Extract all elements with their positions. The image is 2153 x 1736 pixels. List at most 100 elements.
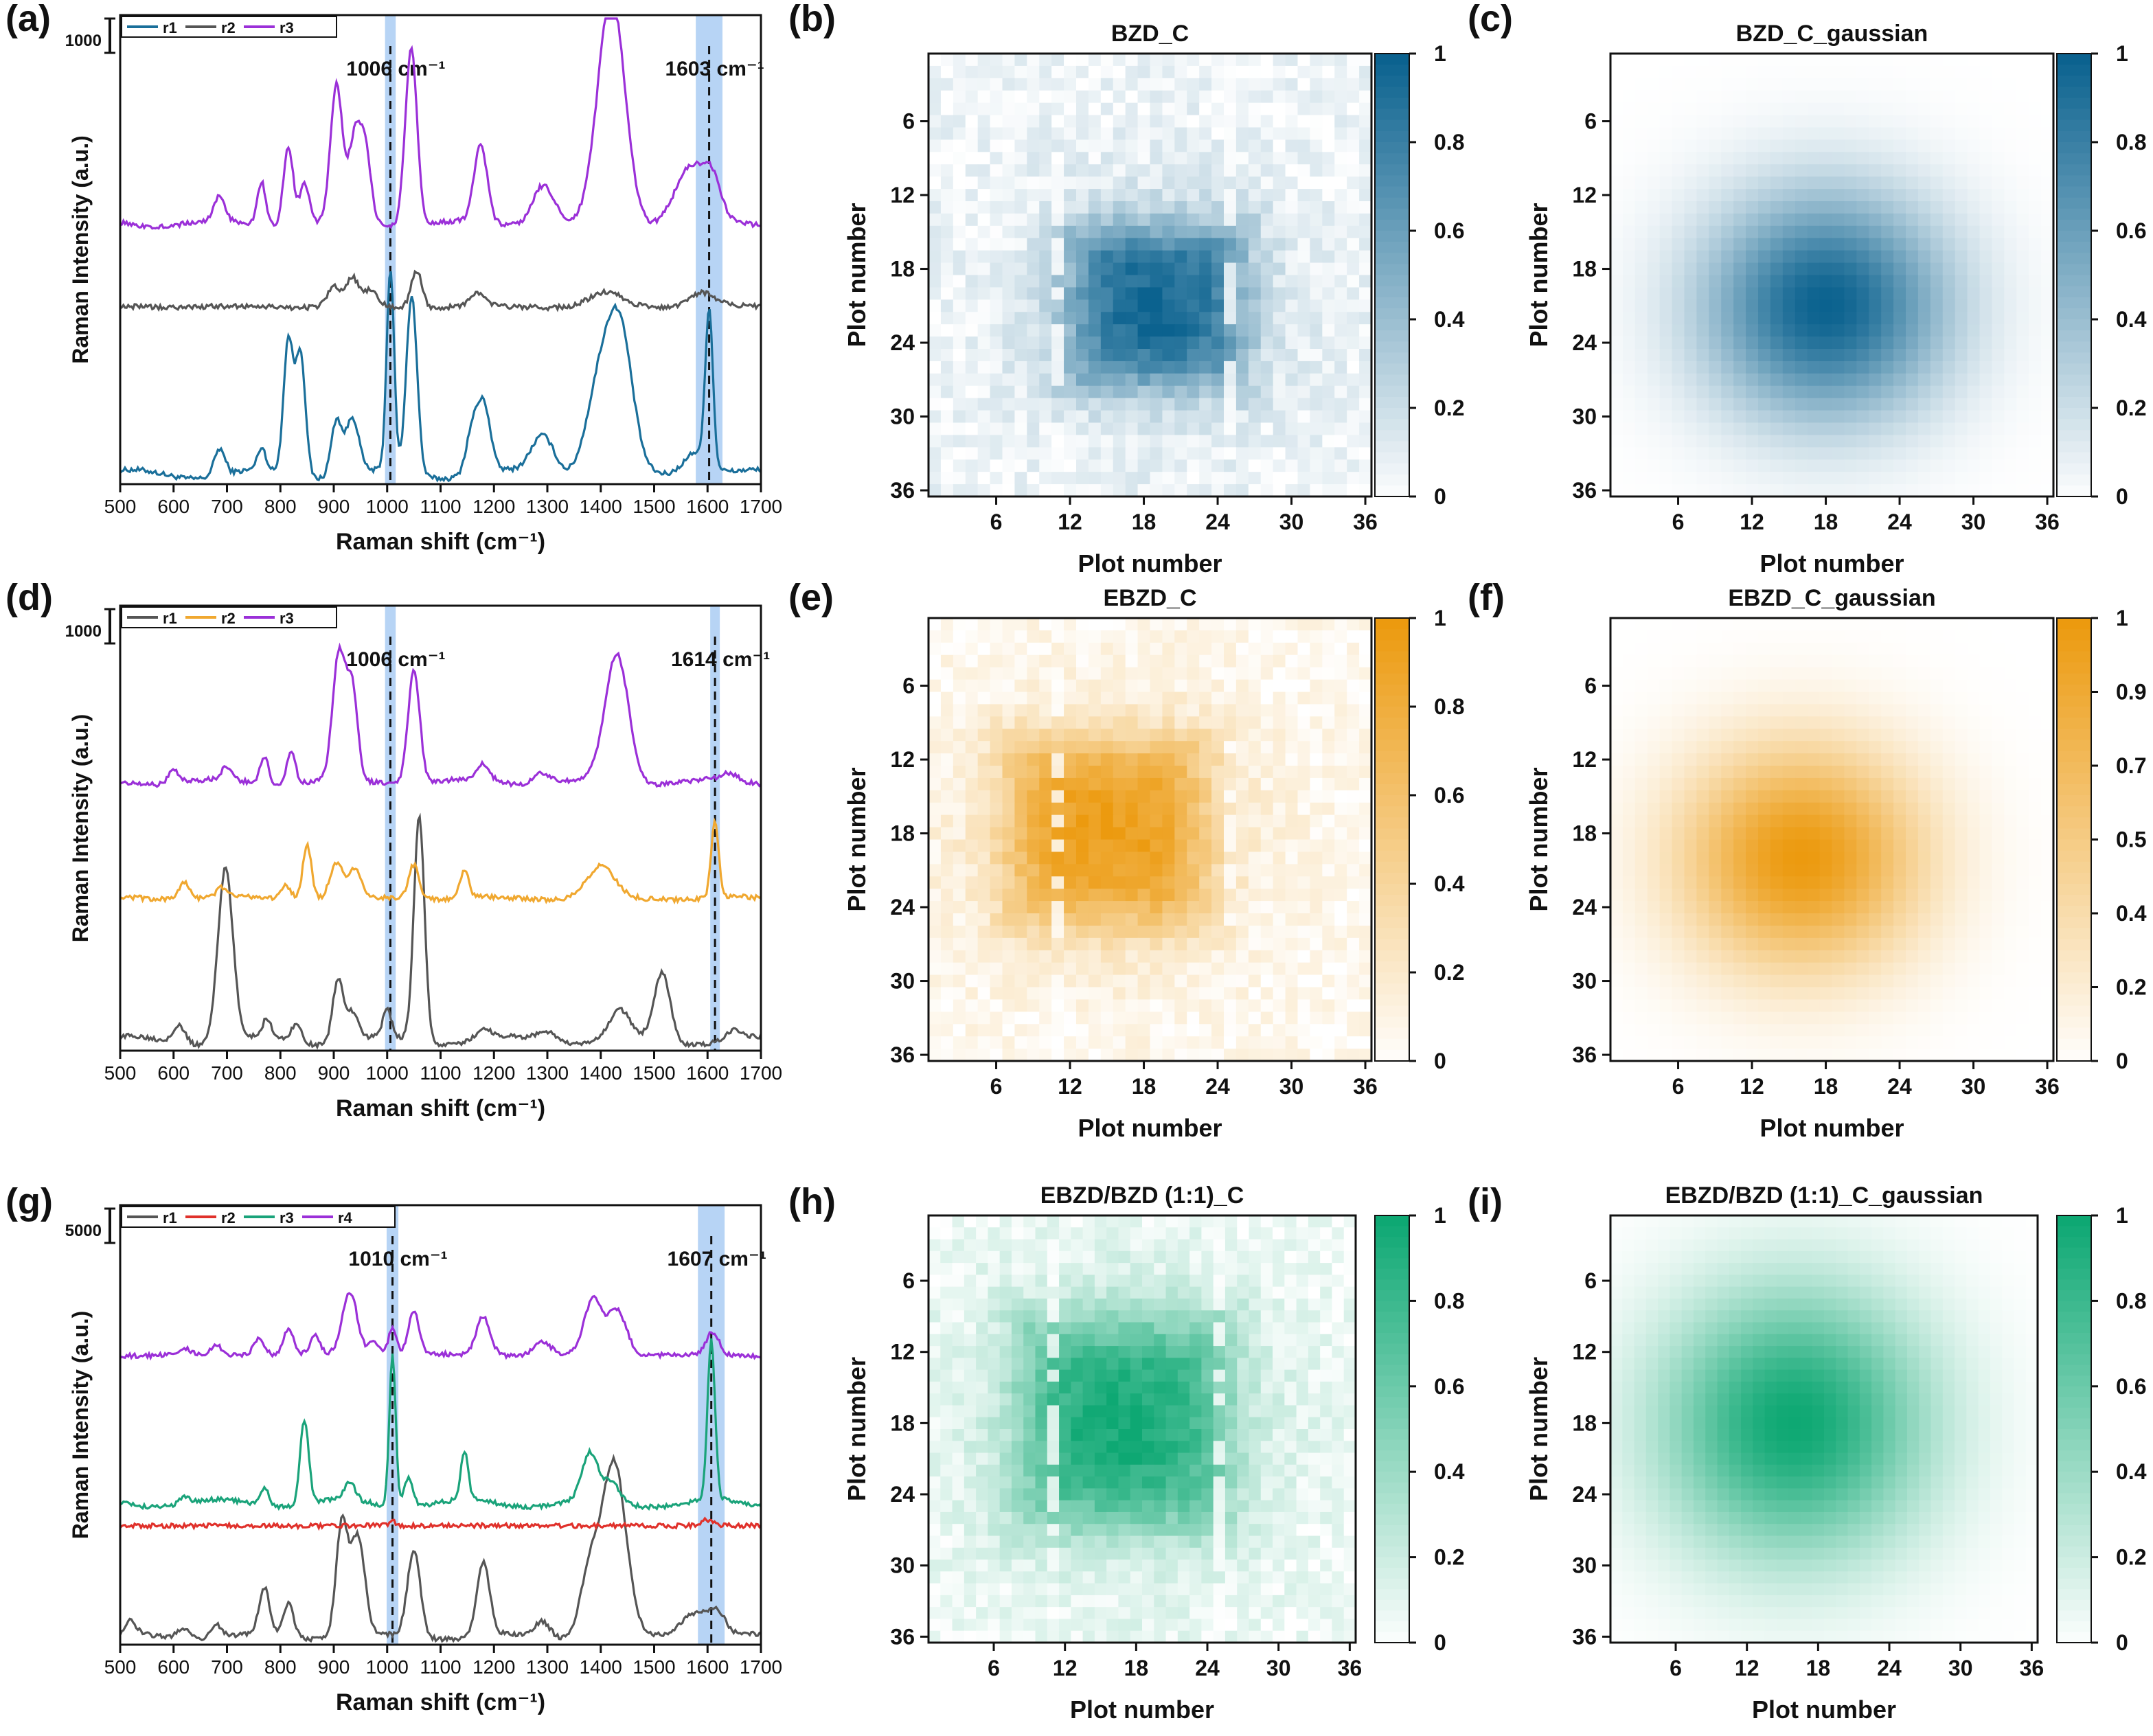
heatmap-cell	[1869, 472, 1882, 485]
heatmap-cell	[990, 410, 1003, 424]
heatmap-cell	[940, 373, 954, 387]
heatmap-cell	[1150, 1036, 1163, 1049]
heatmap-cell	[1647, 704, 1661, 717]
highlight-band	[386, 1205, 399, 1645]
heatmap-cell	[1014, 999, 1027, 1012]
heatmap-cell	[1610, 324, 1624, 337]
heatmap-cell	[1917, 385, 1931, 399]
heatmap-cell	[1273, 1012, 1286, 1025]
heatmap-cell	[1942, 716, 1956, 729]
heatmap-cell	[1844, 642, 1857, 656]
heatmap-cell	[1906, 65, 1919, 79]
heatmap-cell	[1807, 361, 1821, 374]
heatmap-cell	[1260, 950, 1274, 963]
heatmap-cell	[1162, 654, 1175, 668]
heatmap-cell	[953, 716, 966, 729]
heatmap-cell	[990, 864, 1003, 877]
heatmap-cell	[1174, 679, 1187, 693]
heatmap-cell	[1260, 152, 1274, 165]
heatmap-cell	[1088, 667, 1102, 681]
heatmap-cell	[1002, 913, 1016, 926]
heatmap-cell	[1100, 618, 1114, 631]
heatmap-cell	[1672, 716, 1685, 729]
heatmap-cell	[1014, 987, 1027, 1001]
heatmap-cell	[1746, 238, 1759, 251]
heatmap-cell	[1746, 102, 1759, 116]
heatmap-cell	[1844, 213, 1857, 227]
heatmap-cell	[2004, 262, 2017, 276]
heatmap-cell	[1881, 679, 1894, 693]
colorbar-segment	[1375, 740, 1409, 752]
heatmap-cell	[1610, 299, 1624, 312]
heatmap-cell	[1285, 90, 1299, 104]
heatmap-cell	[1125, 176, 1139, 190]
heatmap-cell	[1137, 889, 1151, 902]
heatmap-cell	[1064, 889, 1077, 902]
heatmap-cell	[1647, 484, 1661, 497]
heatmap-cell	[1819, 716, 1833, 729]
heatmap-cell	[1930, 459, 1944, 472]
heatmap-cell	[1273, 65, 1286, 79]
heatmap-cell	[1334, 447, 1347, 460]
heatmap-cell	[1125, 336, 1139, 350]
heatmap-cell	[1027, 901, 1040, 914]
heatmap-cell	[1064, 790, 1077, 803]
heatmap-cell	[2016, 729, 2029, 742]
heatmap-cell	[1942, 65, 1956, 79]
heatmap-cell	[1310, 361, 1323, 374]
heatmap-cell	[1942, 152, 1956, 165]
heatmap-cell	[1235, 889, 1249, 902]
heatmap-cell	[1770, 435, 1784, 448]
y-tick-label: 12	[890, 747, 915, 772]
heatmap-cell	[1917, 225, 1931, 239]
heatmap-cell	[1647, 753, 1661, 766]
heatmap-cell	[1758, 777, 1771, 791]
y-tick-label: 36	[890, 478, 915, 503]
peak-annotation: 1614 cm⁻¹	[671, 648, 770, 671]
heatmap-cell	[1260, 987, 1274, 1001]
heatmap-cell	[1758, 262, 1771, 276]
heatmap-cell	[1359, 741, 1372, 754]
heatmap-cell	[1696, 839, 1709, 853]
colorbar-segment	[2057, 385, 2091, 398]
colorbar-segment	[1375, 419, 1409, 431]
heatmap-cell	[1027, 262, 1040, 276]
heatmap-cell	[1746, 225, 1759, 239]
heatmap-cell	[1162, 189, 1175, 202]
heatmap-cell	[1610, 164, 1624, 177]
heatmap-cell	[1782, 435, 1796, 448]
heatmap-cell	[1088, 398, 1102, 411]
heatmap-cell	[1039, 901, 1052, 914]
heatmap-cell	[1100, 889, 1114, 902]
heatmap-cell	[1795, 814, 1808, 828]
heatmap-cell	[1174, 238, 1187, 251]
heatmap-cell	[1832, 679, 1845, 693]
heatmap-cell	[1113, 987, 1126, 1001]
heatmap-cell	[965, 435, 979, 448]
heatmap-cell	[1322, 152, 1335, 165]
heatmap-cell	[929, 90, 942, 104]
heatmap-cell	[1721, 459, 1734, 472]
heatmap-cell	[1844, 472, 1857, 485]
heatmap-cell	[1979, 827, 1993, 841]
heatmap-cell	[2029, 410, 2042, 424]
heatmap-cell	[1174, 287, 1187, 300]
heatmap-cell	[1187, 852, 1200, 865]
heatmap-cell	[2016, 189, 2029, 202]
heatmap-cell	[990, 1012, 1003, 1025]
heatmap-cell	[1150, 777, 1163, 791]
heatmap-cell	[1334, 349, 1347, 362]
heatmap-cell	[1150, 704, 1163, 717]
heatmap-cell	[990, 336, 1003, 350]
heatmap-cell	[1211, 139, 1224, 152]
heatmap-cell	[1930, 65, 1944, 79]
heatmap-cell	[1906, 790, 1919, 803]
heatmap-cell	[1162, 827, 1175, 841]
heatmap-cell	[1844, 447, 1857, 460]
heatmap-cell	[1782, 349, 1796, 362]
heatmap-cell	[1260, 753, 1274, 766]
heatmap-cell	[1906, 127, 1919, 141]
y-tick-label: 24	[1572, 330, 1597, 355]
heatmap-cell	[1150, 852, 1163, 865]
heatmap-cell	[1002, 336, 1016, 350]
